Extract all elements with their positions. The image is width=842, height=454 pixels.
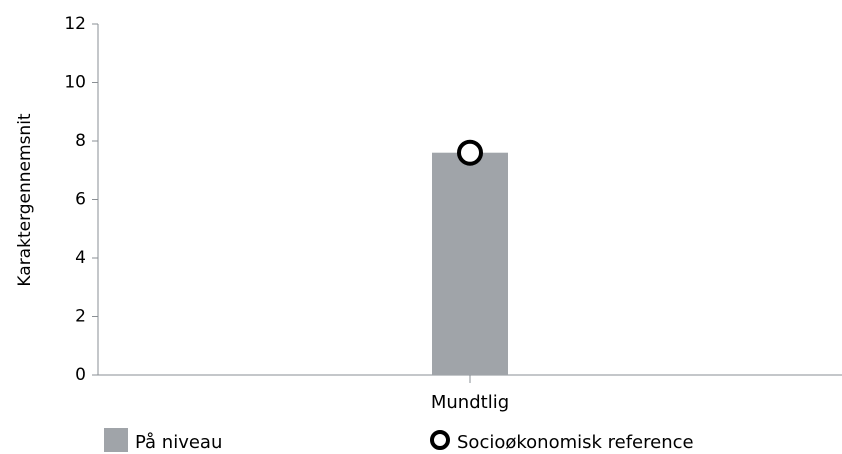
reference-markers	[457, 139, 483, 166]
reference-marker[interactable]	[457, 139, 483, 166]
bar[interactable]	[432, 152, 508, 375]
legend-marker-icon	[430, 430, 450, 450]
legend-item-marker[interactable]: Socioøkonomisk reference	[430, 430, 694, 453]
x-axis: Mundtlig	[98, 374, 842, 413]
legend-bar-label: På niveau	[135, 432, 222, 453]
y-tick-label: 8	[75, 131, 86, 151]
y-ticks: 0 2 4 6 8 10 12	[64, 14, 98, 385]
x-tick-label: Mundtlig	[431, 392, 509, 413]
bars	[432, 152, 508, 375]
y-tick-label: 2	[75, 307, 86, 327]
x-ticks: Mundtlig	[431, 375, 509, 413]
y-axis: 0 2 4 6 8 10 12	[64, 14, 99, 385]
legend-marker-label: Socioøkonomisk reference	[457, 432, 694, 453]
y-tick-label: 12	[64, 14, 86, 34]
legend: På niveau Socioøkonomisk reference	[104, 428, 694, 453]
legend-item-bar[interactable]: På niveau	[104, 428, 222, 453]
y-tick-label: 10	[64, 73, 86, 93]
y-axis-label: Karaktergennemsnit	[15, 113, 35, 287]
y-tick-label: 6	[75, 190, 86, 210]
y-tick-label: 0	[75, 365, 86, 385]
legend-bar-swatch	[104, 428, 128, 452]
y-tick-label: 4	[75, 248, 86, 268]
